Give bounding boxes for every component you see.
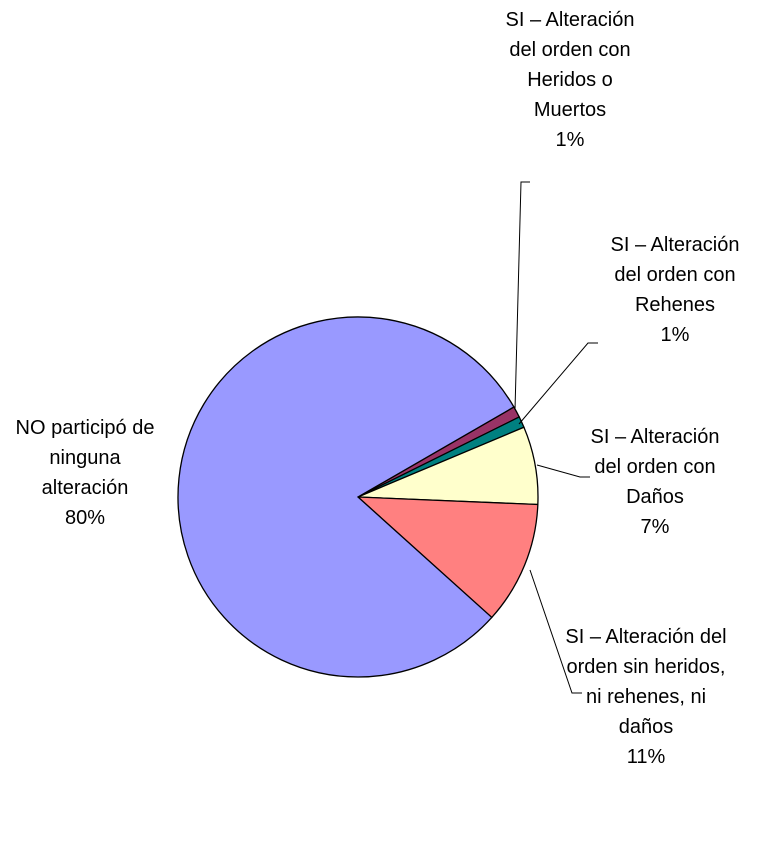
label-name: NO participó de ninguna alteración: [15, 417, 155, 499]
label-percent: 1%: [555, 129, 585, 151]
data-label: SI – Alteración del orden sin heridos, n…: [559, 622, 734, 772]
leader-line: [518, 342, 598, 425]
label-percent: 80%: [64, 507, 106, 529]
label-name: SI – Alteración del orden con Heridos o …: [505, 9, 635, 121]
label-name: SI – Alteración del orden con Rehenes: [610, 234, 740, 316]
pie-slice: [177, 316, 515, 678]
label-percent: 7%: [640, 516, 670, 538]
data-label: SI – Alteración del orden con Rehenes 1%: [600, 230, 750, 350]
data-label: SI – Alteración del orden con Daños 7%: [585, 422, 725, 542]
leader-line: [514, 181, 530, 411]
label-percent: 11%: [626, 746, 666, 768]
pie-slice: [356, 496, 539, 619]
data-label: NO participó de ninguna alteración 80%: [5, 413, 165, 533]
label-name: SI – Alteración del orden sin heridos, n…: [565, 626, 727, 738]
leader-line: [529, 569, 582, 694]
label-name: SI – Alteración del orden con Daños: [590, 426, 720, 508]
leader-line: [536, 464, 590, 478]
data-label: SI – Alteración del orden con Heridos o …: [500, 5, 640, 155]
label-percent: 1%: [660, 324, 690, 346]
